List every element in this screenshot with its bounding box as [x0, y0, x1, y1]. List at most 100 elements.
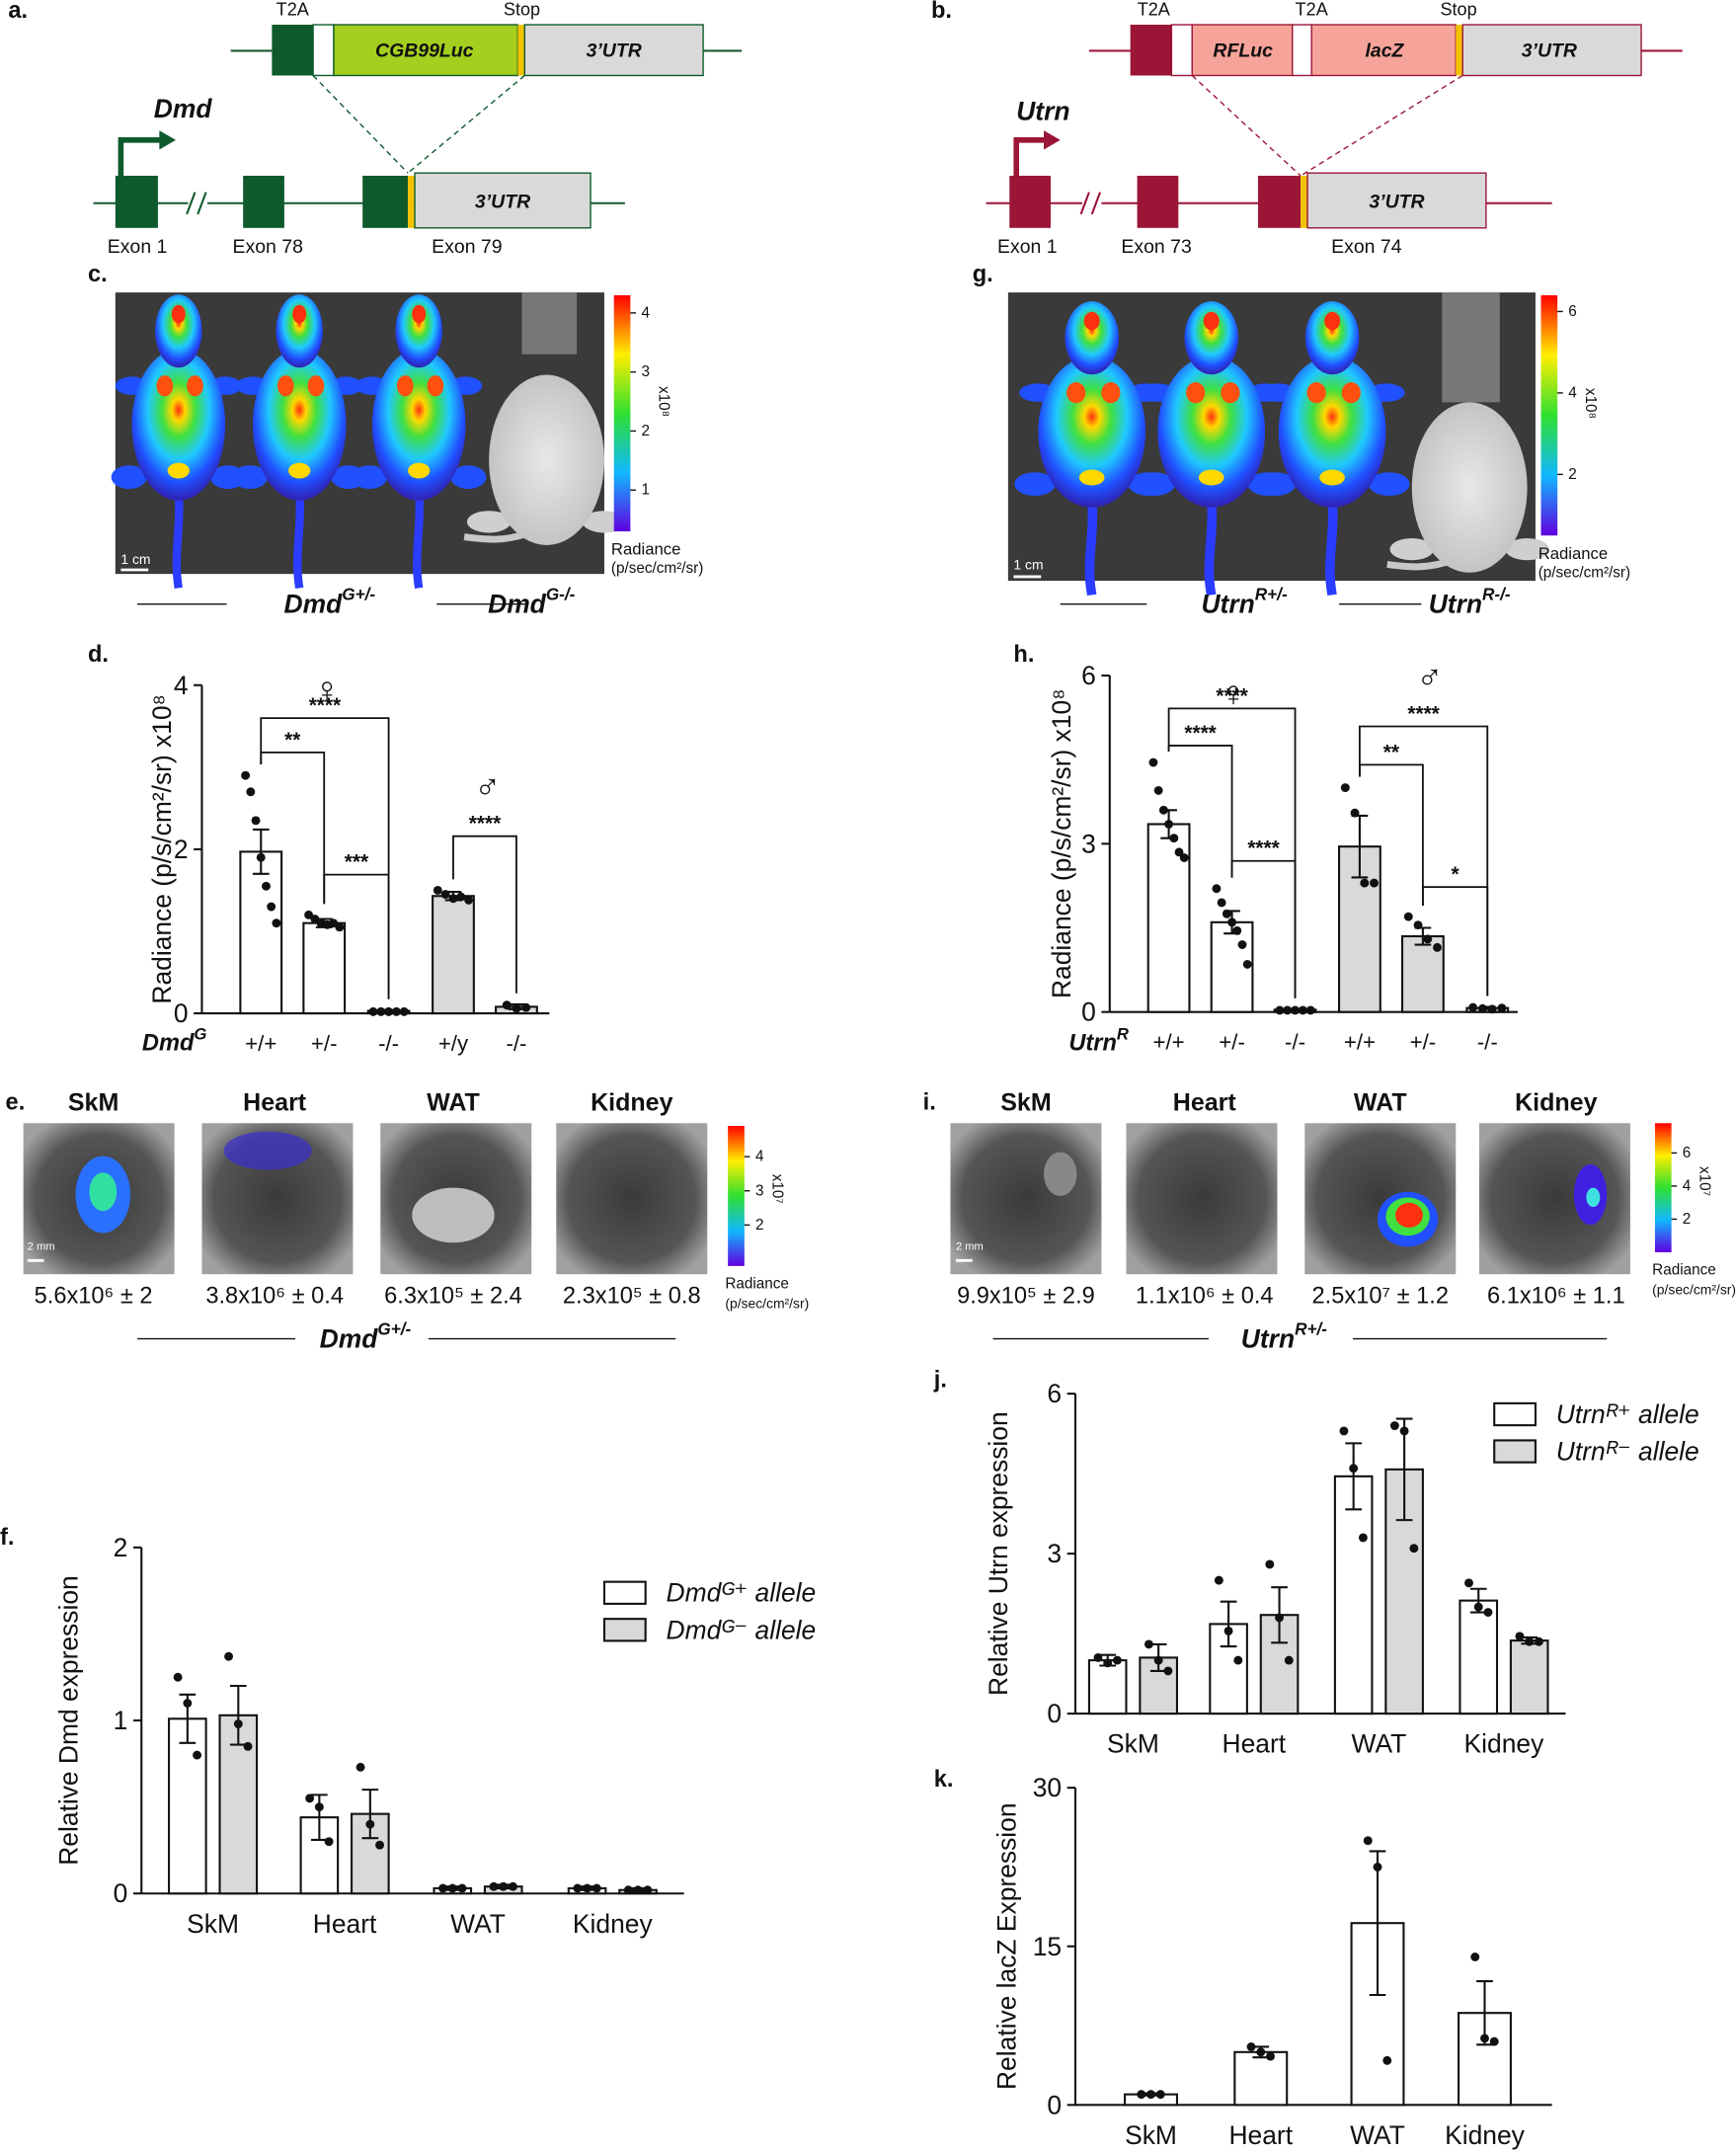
dashed-guide: [1191, 74, 1302, 177]
data-point: [1153, 785, 1163, 795]
significance-label: ****: [1247, 837, 1280, 860]
data-point: [499, 1881, 509, 1891]
data-point: [1360, 878, 1370, 888]
data-point: [448, 894, 458, 904]
x-tick-label: WAT: [1352, 1729, 1407, 1759]
utr-block: [1306, 172, 1487, 229]
panel-label: f.: [0, 1525, 14, 1551]
utr-label: 3’UTR: [1369, 191, 1424, 212]
utr-label: 3’UTR: [475, 191, 530, 212]
data-point: [1423, 934, 1433, 944]
data-point: [1291, 1005, 1300, 1015]
colorbar-tick-label: 3: [755, 1182, 764, 1199]
utr-label: 3’UTR: [587, 40, 642, 61]
data-point: [456, 892, 466, 902]
data-point: [183, 1699, 193, 1708]
x-tick-label: -/-: [506, 1031, 526, 1056]
colorbar-unit: (p/sec/cm²/sr): [1652, 1281, 1736, 1297]
genotype-superscript: R+/-: [1295, 1319, 1327, 1339]
bar: [1458, 2012, 1512, 2107]
data-point: [376, 1006, 386, 1016]
tissue-title: Kidney: [1515, 1088, 1598, 1116]
genotype-label: DmdG+/-: [284, 585, 376, 619]
data-point: [438, 1883, 447, 1893]
y-tick-label: 0: [174, 998, 189, 1028]
y-tick-label: 3: [1047, 1539, 1062, 1568]
data-point: [1148, 758, 1158, 767]
data-point: [509, 1881, 517, 1891]
data-point: [233, 1719, 243, 1729]
data-point: [1413, 920, 1423, 930]
data-point: [1265, 1559, 1275, 1569]
error-bar: [311, 1794, 328, 1841]
data-point: [1480, 2033, 1489, 2043]
x-tick-label: +/-: [1219, 1030, 1245, 1055]
data-point: [1382, 2055, 1392, 2065]
y-tick-label: 30: [1033, 1773, 1062, 1802]
data-point: [1214, 1575, 1223, 1585]
panel-i: i. 2 mm: [923, 1089, 1630, 1340]
x-tick-label: Heart: [1223, 1729, 1287, 1759]
data-point: [262, 881, 271, 891]
data-point: [1137, 2090, 1146, 2100]
significance-bracket: [1359, 763, 1424, 907]
data-point: [1284, 1655, 1294, 1665]
colorbar-title: Radiance: [611, 540, 680, 559]
y-axis-label: Relative Dmd expression: [54, 1575, 84, 1865]
colorbar: [728, 1126, 745, 1266]
panel-label: h.: [1013, 642, 1034, 668]
colorbar-exponent: x10⁸: [655, 386, 671, 417]
error-bar: [361, 1789, 379, 1840]
data-point: [365, 1819, 375, 1829]
tissue: [1044, 1152, 1077, 1196]
data-point: [375, 1840, 385, 1850]
exon: [362, 175, 409, 228]
data-point: [1487, 1004, 1497, 1014]
data-point: [1534, 1636, 1543, 1646]
x-tick-label: +/+: [1344, 1030, 1376, 1055]
genotype-superscript: G+/-: [342, 585, 375, 604]
break-mark: [1079, 192, 1102, 215]
data-point: [368, 1006, 378, 1016]
tissue-title: Kidney: [591, 1088, 673, 1116]
exon-label: Exon 1: [997, 236, 1058, 258]
colorbar-tick-label: 4: [1568, 384, 1577, 401]
data-point: [433, 885, 442, 895]
dashed-guide: [407, 74, 525, 174]
data-point: [464, 895, 474, 905]
data-point: [1169, 834, 1179, 843]
x-tick-label: -/-: [1477, 1030, 1498, 1055]
significance-label: *: [1452, 863, 1460, 886]
tissue-title: WAT: [1354, 1088, 1407, 1116]
error-bar: [1395, 1417, 1413, 1522]
colorbar-tick-label: 2: [1568, 466, 1577, 483]
significance-label: ****: [309, 694, 342, 717]
colorbar-unit: (p/sec/cm²/sr): [611, 560, 703, 577]
x-axis-label: DmdG: [142, 1025, 207, 1057]
exon-label: Exon 74: [1331, 236, 1402, 258]
t2a-label: T2A: [276, 0, 310, 20]
colorbar-title: Radiance: [725, 1275, 789, 1292]
colorbar-title: Radiance: [1539, 544, 1608, 563]
data-point: [399, 1006, 409, 1016]
stop-label: Stop: [504, 0, 540, 20]
legend-label: Utrnᴿ⁺ allele: [1556, 1399, 1699, 1429]
data-point: [305, 1794, 315, 1803]
tissue: [412, 1187, 495, 1243]
reporter-label: RFLuc: [1213, 40, 1273, 61]
well-image: [1126, 1123, 1278, 1275]
y-tick-label: 0: [1047, 2090, 1062, 2119]
colorbar-tick-label: 4: [1683, 1177, 1692, 1194]
exon: [115, 175, 158, 228]
data-point: [1370, 878, 1379, 888]
signal: [1586, 1187, 1601, 1208]
bar: [432, 895, 475, 1015]
panel-label: k.: [934, 1767, 954, 1793]
y-tick-label: 4: [174, 671, 189, 700]
colorbar-title: Radiance: [1652, 1262, 1716, 1279]
error-bar: [252, 828, 270, 875]
x-tick-label: SkM: [187, 1909, 239, 1939]
data-point: [623, 1885, 633, 1895]
data-point: [1409, 1544, 1419, 1554]
